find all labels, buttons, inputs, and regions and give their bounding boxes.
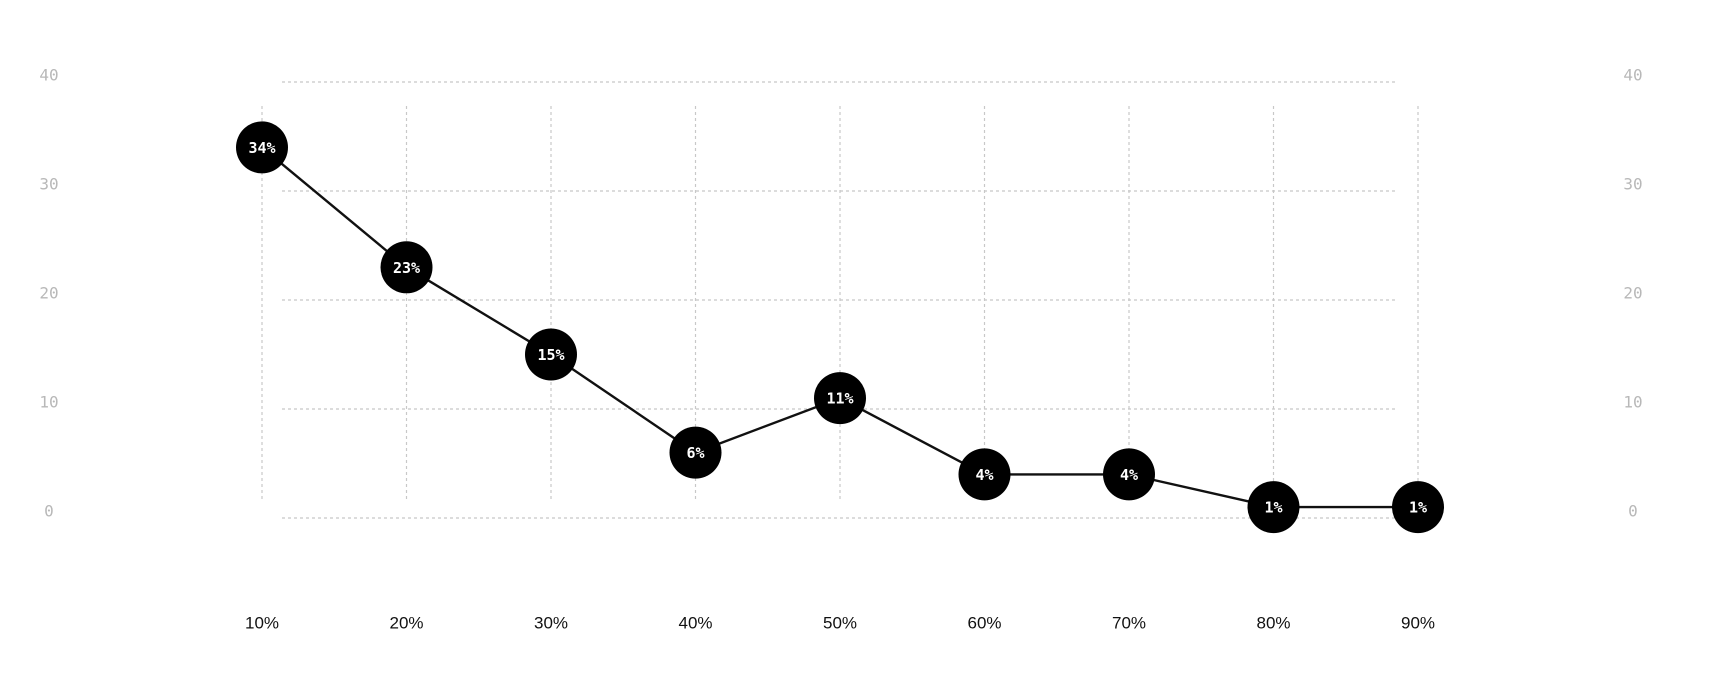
data-label: 4%: [1120, 466, 1138, 484]
y-axis-left: 0 10 20 30 40: [39, 66, 58, 521]
y-tick-label-left: 10: [39, 393, 58, 412]
y-tick-label-right: 0: [1628, 502, 1638, 521]
data-label: 6%: [686, 444, 704, 462]
y-tick-label-left: 20: [39, 284, 58, 303]
data-point: 34%: [236, 121, 288, 174]
data-label: 23%: [393, 259, 420, 277]
y-tick-label-left: 0: [44, 502, 54, 521]
x-tick-label: 50%: [823, 613, 857, 632]
data-point: 4%: [1103, 448, 1155, 501]
series-line: [260, 146, 1420, 509]
y-tick-label-right: 20: [1623, 284, 1642, 303]
data-markers: 34% 23% 15% 6% 11% 4% 4% 1% 1%: [236, 121, 1444, 534]
data-point: 15%: [525, 328, 577, 381]
data-label: 15%: [537, 346, 564, 364]
vertical-gridlines: [261, 106, 1419, 502]
x-tick-label: 10%: [245, 613, 279, 632]
y-tick-label-right: 30: [1623, 175, 1642, 194]
data-point-marker: [380, 241, 433, 294]
data-point-marker: [814, 372, 866, 425]
x-tick-label: 30%: [534, 613, 568, 632]
data-point-marker: [1247, 481, 1300, 534]
data-point: 1%: [1392, 481, 1444, 534]
data-label: 34%: [248, 139, 275, 157]
data-label: 1%: [1409, 499, 1427, 517]
y-tick-label-left: 40: [39, 66, 58, 85]
x-tick-label: 40%: [678, 613, 712, 632]
y-tick-label-right: 10: [1623, 393, 1642, 412]
x-axis: 10% 20% 30% 40% 50% 60% 70% 80% 90%: [245, 613, 1435, 632]
x-tick-label: 60%: [967, 613, 1001, 632]
x-tick-label: 20%: [389, 613, 423, 632]
data-point: 1%: [1247, 481, 1300, 534]
y-tick-label-right: 40: [1623, 66, 1642, 85]
data-point: 4%: [958, 448, 1011, 501]
data-point-marker: [958, 448, 1011, 501]
data-label: 4%: [975, 466, 993, 484]
x-tick-label: 90%: [1401, 613, 1435, 632]
x-tick-label: 70%: [1112, 613, 1146, 632]
data-point: 6%: [669, 426, 722, 479]
y-axis-right: 0 10 20 30 40: [1623, 66, 1642, 521]
y-tick-label-left: 30: [39, 175, 58, 194]
data-label: 1%: [1264, 499, 1282, 517]
data-label: 11%: [826, 390, 853, 408]
data-point-marker: [236, 121, 288, 174]
data-point: 23%: [380, 241, 433, 294]
data-point: 11%: [814, 372, 866, 425]
series-line-group: [260, 146, 1420, 509]
data-point-marker: [1392, 481, 1444, 534]
data-point-marker: [1103, 448, 1155, 501]
data-point-marker: [525, 328, 577, 381]
x-tick-label: 80%: [1256, 613, 1290, 632]
data-point-marker: [669, 426, 722, 479]
